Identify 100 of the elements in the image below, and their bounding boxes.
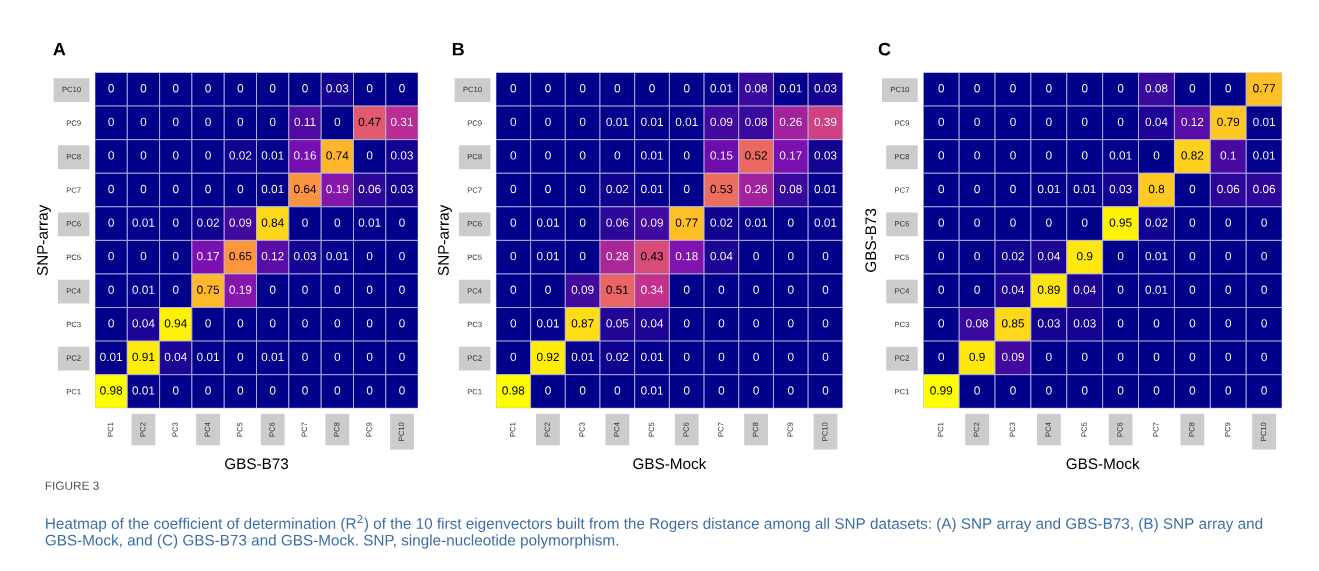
data-label: 0 xyxy=(1117,251,1124,261)
data-label: 0 xyxy=(579,386,586,395)
data-label: 0 xyxy=(237,184,244,194)
data-label: 0.03 xyxy=(1073,319,1096,328)
data-label: 0.05 xyxy=(606,319,629,328)
data-label: 0.28 xyxy=(606,251,629,261)
data-label: 0.02 xyxy=(197,218,219,227)
data-label: 0 xyxy=(237,352,244,362)
data-label: 0 xyxy=(334,285,341,294)
data-label: 0 xyxy=(510,251,517,261)
data-label: 0 xyxy=(140,251,147,261)
data-label: 0 xyxy=(1046,218,1052,227)
data-label: 0 xyxy=(108,285,114,294)
data-label: 0.04 xyxy=(1037,251,1061,261)
data-label: 0 xyxy=(510,218,517,227)
data-label: 0 xyxy=(1046,117,1052,127)
data-label: 0 xyxy=(938,218,945,227)
data-label: 0 xyxy=(334,386,341,395)
y-axis-title: SNP-array xyxy=(438,204,452,276)
data-label: 0 xyxy=(172,84,179,93)
data-label: 0.82 xyxy=(1181,151,1204,160)
data-label: 0.01 xyxy=(641,386,663,395)
data-label: 0 xyxy=(399,386,405,395)
data-label: 0 xyxy=(974,251,980,261)
data-label: 0 xyxy=(787,251,794,261)
data-label: 0.01 xyxy=(571,352,594,362)
data-label: 0.01 xyxy=(641,184,663,194)
data-label: 0.18 xyxy=(675,251,698,261)
data-label: 0 xyxy=(108,319,114,328)
data-label: 0.12 xyxy=(261,251,284,261)
x-axis-title: GBS-Mock xyxy=(1066,457,1140,470)
data-label: 0.03 xyxy=(326,84,349,93)
data-label: 0 xyxy=(1010,184,1016,194)
data-label: 0.02 xyxy=(606,184,629,194)
data-label: 0.03 xyxy=(1037,319,1060,328)
data-label: 0 xyxy=(366,285,373,294)
data-label: 0 xyxy=(269,117,276,127)
data-label: 0.03 xyxy=(814,151,837,160)
data-label: 0 xyxy=(399,352,405,362)
x-axis-title: GBS-Mock xyxy=(633,457,707,470)
data-label: 0.01 xyxy=(132,285,155,294)
data-label: 0 xyxy=(205,117,211,127)
data-label: 0.06 xyxy=(1217,184,1240,194)
data-label: 0.01 xyxy=(641,352,663,362)
data-label: 0.01 xyxy=(710,84,733,93)
data-label: 0 xyxy=(1189,84,1196,93)
data-label: 0.19 xyxy=(326,184,349,194)
data-label: 0 xyxy=(718,285,725,294)
data-label: 0 xyxy=(938,151,945,160)
data-label: 0 xyxy=(1153,386,1160,395)
data-label: 0.01 xyxy=(358,218,381,227)
data-label: 0.53 xyxy=(710,184,733,194)
data-label: 0.01 xyxy=(536,319,559,328)
chart-title: B xyxy=(452,42,464,56)
data-label: 0.02 xyxy=(1001,251,1024,261)
data-label: 0.01 xyxy=(1145,251,1168,261)
data-label: 0 xyxy=(683,386,690,395)
data-label: 0 xyxy=(1153,319,1160,328)
data-label: 0 xyxy=(334,319,341,328)
data-label: 0 xyxy=(822,352,829,362)
data-label: 0 xyxy=(1189,285,1196,294)
data-label: 0 xyxy=(140,151,147,160)
data-label: 0.04 xyxy=(1001,285,1025,294)
data-label: 0.51 xyxy=(606,285,629,294)
data-label: 0 xyxy=(366,84,373,93)
data-label: 0 xyxy=(108,151,114,160)
data-label: 0 xyxy=(1189,251,1196,261)
data-label: 0 xyxy=(1117,117,1124,127)
data-label: 0.01 xyxy=(1073,184,1096,194)
data-label: 0 xyxy=(302,84,308,93)
data-label: 0 xyxy=(1225,319,1232,328)
data-label: 0.02 xyxy=(710,218,733,227)
data-label: 0.16 xyxy=(293,151,316,160)
data-label: 0 xyxy=(334,218,341,227)
data-label: 0 xyxy=(510,117,517,127)
data-label: 0.01 xyxy=(641,117,663,127)
data-label: 0.01 xyxy=(1145,285,1168,294)
data-label: 0 xyxy=(974,218,980,227)
data-label: 0 xyxy=(399,319,405,328)
data-label: 0 xyxy=(787,386,794,395)
data-label: 0 xyxy=(269,319,276,328)
data-label: 0.31 xyxy=(390,117,413,127)
data-label: 0.11 xyxy=(294,117,316,127)
data-label: 0.98 xyxy=(502,386,525,395)
data-label: 0.85 xyxy=(1001,319,1024,328)
data-label: 0 xyxy=(753,352,759,362)
data-label: 0 xyxy=(1189,386,1196,395)
data-label: 0.02 xyxy=(606,352,629,362)
data-label: 0 xyxy=(787,352,794,362)
data-label: 0 xyxy=(787,285,794,294)
data-label: 0 xyxy=(1046,84,1052,93)
data-label: 0 xyxy=(1189,319,1196,328)
data-label: 0 xyxy=(718,386,725,395)
data-label: 0.52 xyxy=(745,151,768,160)
data-label: 0 xyxy=(1010,151,1016,160)
data-label: 0.08 xyxy=(1145,84,1168,93)
data-label: 0 xyxy=(108,117,114,127)
text: Heatmap of the coefficient of determination (R$^{2}$) of the 10 first eigenvectors built from the Rogers distance among all SNP datasets: (A) SNP array and GBS-B73, (B) SNP array and GBS-Mock, and (C) GBS-B73 and GBS-Mock. SNP, single-nucleotide polymorphism. xyxy=(45,515,1263,549)
data-label: 0 xyxy=(545,386,551,395)
data-label: 0 xyxy=(1261,251,1267,261)
